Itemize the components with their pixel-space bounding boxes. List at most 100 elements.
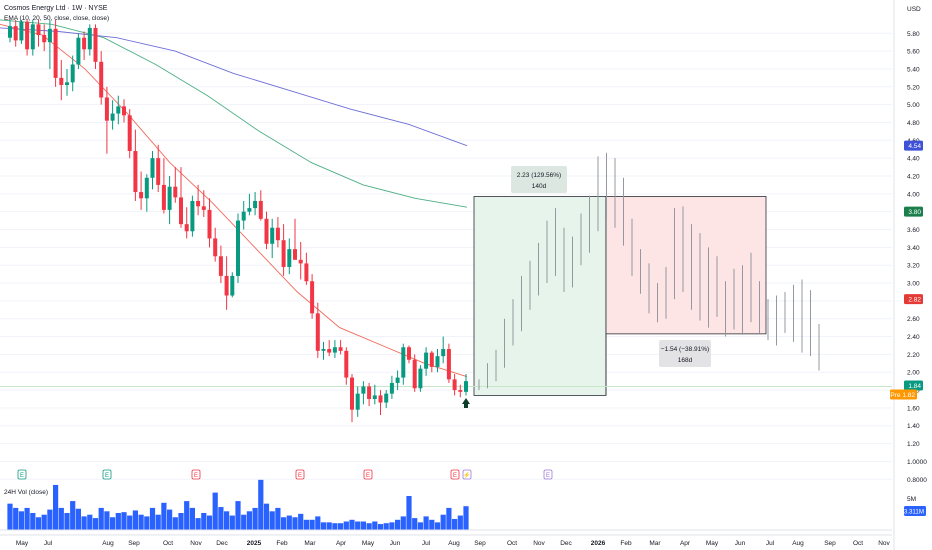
candle-body: [304, 263, 309, 282]
earnings-marker: [102, 469, 112, 480]
time-tick-label: Oct: [507, 540, 517, 547]
volume-bar: [235, 501, 241, 530]
time-tick-label: May: [362, 540, 375, 547]
volume-bar: [81, 516, 87, 530]
candle-body: [76, 37, 81, 65]
short-position-zone: [605, 196, 767, 335]
candle-body: [25, 21, 30, 50]
volume-bar: [127, 515, 133, 530]
volume-bar: [138, 514, 144, 530]
time-tick-label: Mar: [649, 540, 661, 547]
volume-bar: [7, 503, 13, 530]
volume-bar: [149, 507, 156, 530]
volume-bar: [92, 518, 99, 530]
price-tick-label: 4.00: [907, 191, 920, 198]
volume-bar: [315, 516, 321, 530]
volume-bar: [246, 511, 252, 530]
volume-bar: [155, 514, 161, 530]
candle-body: [281, 240, 286, 267]
volume-tick-label: 5M: [907, 496, 916, 503]
volume-bar: [195, 518, 201, 530]
candle-body: [321, 349, 326, 351]
candle-body: [19, 21, 24, 41]
volume-bar: [87, 514, 93, 530]
volume-bar: [343, 521, 349, 530]
volume-bar: [377, 524, 384, 530]
time-axis[interactable]: May Jul Aug Sep Oct Nov Dec 2025 Feb Mar Apr May Jun…: [0, 534, 892, 547]
candle-body: [82, 37, 87, 50]
candle-body: [236, 220, 240, 276]
candle-body: [464, 381, 468, 392]
measure-labels: 2.23 (129.56%) 140d −1.54 (−38.91%) 168d: [511, 166, 711, 367]
candle-body: [13, 26, 18, 41]
price-tick-label: 2.20: [907, 352, 920, 359]
measure-up-change: 2.23 (129.56%): [517, 172, 561, 179]
candle-body: [327, 349, 332, 353]
volume-bar: [218, 507, 224, 530]
candle-body: [293, 249, 297, 260]
candle-body: [384, 393, 389, 403]
candle-body: [201, 206, 206, 210]
volume-bar: [440, 514, 446, 530]
candle-body: [332, 347, 337, 353]
volume-bar: [286, 515, 292, 530]
volume-bar: [332, 523, 338, 530]
volume-bar: [184, 501, 190, 530]
price-tick-label: 1.0000: [907, 459, 927, 466]
volume-bar: [104, 511, 110, 530]
candle-body: [253, 200, 258, 209]
ema-10-line: [0, 23, 468, 378]
candle-body: [418, 368, 423, 389]
candle-body: [127, 115, 132, 152]
volume-bar: [366, 523, 372, 530]
measure-down-change: −1.54 (−38.91%): [661, 346, 709, 353]
volume-bar: [35, 517, 42, 530]
volume-bar: [132, 510, 138, 530]
volume-bar: [292, 517, 298, 530]
ema-20-line: [0, 19, 468, 208]
legend-ema: EMA (10, 20, 50, close, close, close): [4, 15, 109, 22]
ema-lines: [0, 19, 468, 378]
volume-bar: [47, 509, 53, 530]
volume-badge: [904, 506, 926, 516]
volume-bar: [298, 513, 304, 530]
candle-body: [161, 184, 166, 210]
candle-body: [270, 227, 275, 244]
candle-body: [42, 35, 47, 43]
measure-up-box: [511, 166, 567, 193]
price-badge-label: 1.84: [908, 383, 921, 390]
time-tick-label: Nov: [533, 540, 545, 547]
price-badge: [904, 206, 923, 217]
candle-body: [8, 26, 12, 38]
volume-bars: [0, 479, 892, 531]
candle-body: [361, 386, 366, 394]
price-tick-label: 1.60: [907, 405, 920, 412]
candle-body: [196, 200, 201, 207]
volume-bar: [98, 507, 104, 530]
time-tick-label: May: [16, 540, 29, 547]
price-tick-label: 3.40: [907, 245, 920, 252]
candle-body: [401, 347, 406, 378]
volume-bar: [161, 502, 167, 530]
candle-body: [190, 200, 195, 232]
candle-body: [156, 158, 161, 185]
price-axis[interactable]: USD5.805.605.405.205.004.804.604.404.204…: [890, 0, 927, 550]
candle-body: [70, 64, 75, 83]
earnings-marker-label: ⚡: [463, 471, 470, 479]
price-tick-label: 1.40: [907, 423, 920, 430]
candle-body: [355, 393, 360, 410]
price-tick-label: 5.20: [907, 84, 920, 91]
price-badge-label: 2.82: [908, 297, 921, 304]
candle-body: [350, 377, 354, 410]
candle-body: [59, 77, 64, 86]
volume-bar: [189, 507, 195, 530]
price-tick-label: 3.20: [907, 263, 920, 270]
volume-bar: [326, 522, 332, 530]
candle-body: [435, 356, 440, 367]
earnings-marker: [450, 469, 460, 480]
candle-body: [87, 27, 92, 50]
volume-bar: [423, 516, 429, 530]
candle-body: [446, 349, 451, 380]
price-badge-label: Pre 1.82: [890, 392, 915, 399]
